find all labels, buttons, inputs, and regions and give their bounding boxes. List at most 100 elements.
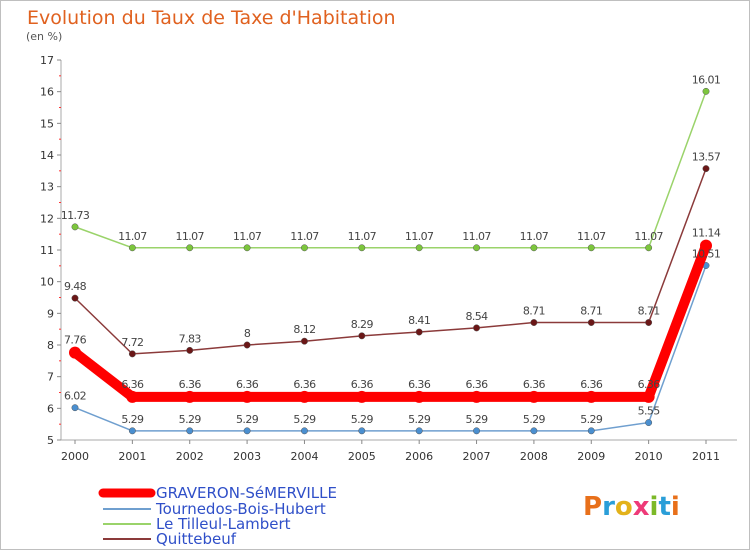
data-point (587, 427, 595, 435)
series-0 (69, 239, 712, 403)
data-label: 16.01 (692, 73, 721, 86)
y-tick-label: 17 (40, 54, 54, 67)
data-point (301, 337, 308, 345)
data-point (530, 244, 538, 252)
labels-layer: 7.76 6.36 6.36 6.36 6.36 6.36 6.36 6.36 6.36 6.36… (61, 73, 722, 426)
x-tick-label: 2000 (61, 450, 89, 463)
series-line (74, 168, 707, 355)
chart-subtitle: (en %) (26, 30, 62, 43)
data-point (355, 390, 368, 403)
data-point (301, 244, 308, 252)
y-tick-label: 6 (47, 402, 54, 415)
data-point (645, 319, 653, 326)
axes: 5 6 7 8 9 10 11 12 13 14 15 16 17 2000 2001 2002 2003 200… (40, 54, 737, 463)
x-tick-label: 2005 (348, 450, 376, 463)
legend-label: Le Tilleul-Lambert (156, 515, 291, 533)
data-label: 6.36 (408, 378, 431, 391)
x-tick-label: 2011 (692, 450, 720, 463)
data-point (645, 419, 653, 427)
data-label: 11.07 (290, 230, 319, 243)
data-point (186, 244, 194, 252)
data-point (128, 427, 136, 435)
legend-label: Tournedos-Bois-Hubert (155, 500, 326, 518)
data-point (702, 87, 710, 95)
data-point (358, 244, 366, 252)
legend-label: GRAVERON-SéMERVILLE (156, 484, 337, 502)
data-point (358, 332, 366, 340)
data-label: 11.73 (61, 209, 90, 222)
y-tick-label: 16 (40, 86, 54, 99)
data-label: 8.54 (465, 310, 488, 323)
data-label: 6.36 (236, 378, 259, 391)
data-point (186, 346, 194, 354)
data-label: 8.71 (638, 305, 660, 318)
data-point (301, 427, 308, 435)
x-tick-label: 2003 (233, 450, 261, 463)
data-point (587, 244, 595, 252)
data-point (71, 404, 79, 412)
data-label: 5.29 (179, 413, 202, 426)
logo-letter: r (602, 492, 615, 522)
data-label: 11.07 (462, 230, 491, 243)
data-point (530, 427, 538, 435)
series-layer (69, 87, 712, 435)
legend-label: Quittebeuf (156, 530, 237, 548)
data-label: 6.36 (351, 378, 374, 391)
data-point (473, 244, 480, 252)
data-label: 11.07 (405, 230, 434, 243)
data-point (298, 390, 311, 403)
legend-item: GRAVERON-SéMERVILLE (98, 484, 337, 502)
data-point (645, 244, 653, 252)
data-point (527, 390, 540, 403)
data-label: 5.29 (293, 413, 316, 426)
y-tick-label: 11 (40, 244, 54, 257)
data-label: 5.29 (523, 413, 546, 426)
logo-text: Proxiti (583, 492, 680, 522)
data-point (587, 319, 595, 326)
legend-item: Quittebeuf (103, 530, 237, 548)
data-label: 5.29 (408, 413, 431, 426)
data-label: 11.07 (348, 230, 377, 243)
y-tick-label: 8 (47, 339, 54, 352)
data-label: 11.07 (634, 230, 663, 243)
data-point (243, 244, 251, 252)
y-tick-label: 7 (47, 371, 54, 384)
data-label: 7.76 (64, 334, 87, 347)
data-point (585, 390, 598, 403)
data-label: 8.12 (293, 323, 315, 336)
data-point (415, 244, 423, 252)
logo-letter: x (633, 492, 650, 522)
logo-letter: o (615, 492, 633, 522)
data-point (702, 165, 710, 173)
series-line (74, 91, 707, 249)
data-label: 6.36 (638, 378, 661, 391)
data-label: 11.07 (175, 230, 204, 243)
series-1 (71, 262, 710, 435)
data-label: 13.57 (692, 151, 721, 164)
data-label: 11.07 (520, 230, 549, 243)
chart-title: Evolution du Taux de Taxe d'Habitation (27, 7, 396, 29)
data-point (473, 324, 480, 332)
data-point (128, 350, 136, 358)
legend-item: Tournedos-Bois-Hubert (103, 500, 326, 518)
data-label: 6.36 (293, 378, 316, 391)
data-label: 5.29 (121, 413, 144, 426)
data-point (530, 319, 538, 326)
x-tick-label: 2008 (520, 450, 548, 463)
data-point (241, 390, 254, 403)
data-label: 8 (244, 327, 251, 340)
data-point (470, 390, 483, 403)
y-tick-label: 9 (47, 307, 54, 320)
logo-letter: i (671, 492, 680, 522)
logo-letter: t (658, 492, 670, 522)
y-tick-label: 12 (40, 212, 54, 225)
data-point (71, 294, 79, 302)
data-point (183, 390, 196, 403)
logo-letter: i (650, 492, 659, 522)
series-line (74, 265, 707, 432)
data-label: 9.48 (64, 280, 87, 293)
data-point (473, 427, 480, 435)
data-label: 8.71 (523, 305, 545, 318)
